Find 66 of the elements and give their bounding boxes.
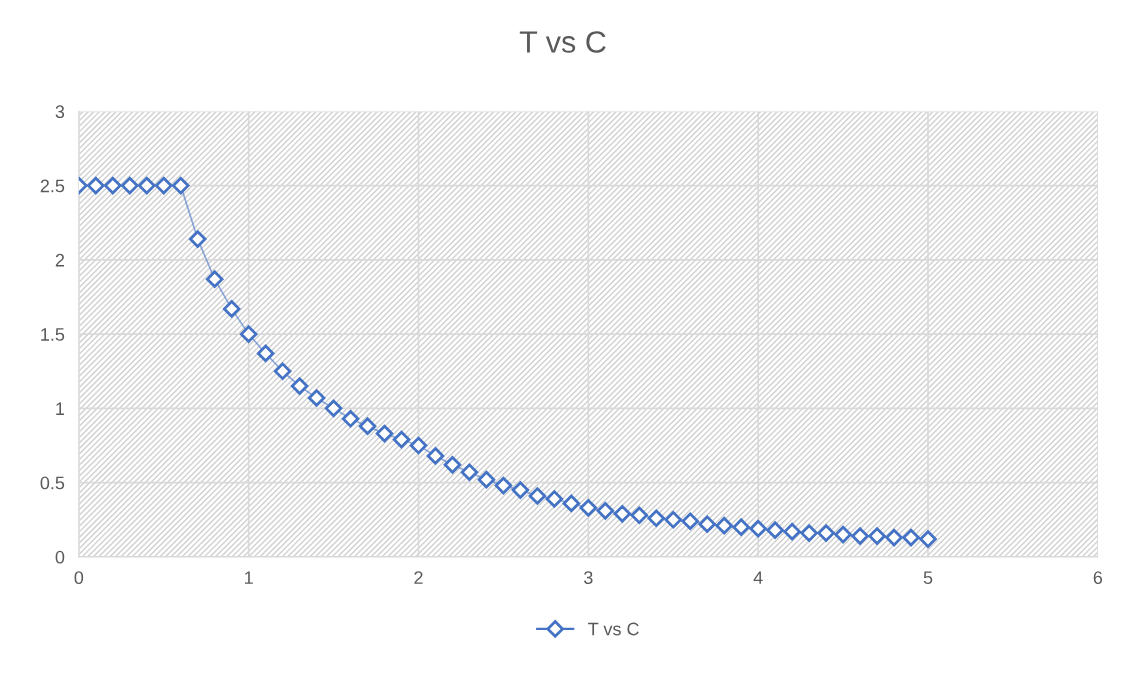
y-tick-label: 0.5 [40, 476, 65, 490]
point [817, 524, 835, 542]
y-tick-label: 0 [55, 550, 65, 564]
point [528, 487, 547, 505]
point [545, 490, 564, 508]
point [188, 230, 207, 248]
point [732, 518, 750, 536]
point [256, 344, 275, 363]
point [715, 516, 733, 535]
point [273, 362, 292, 381]
x-tick-label: 4 [753, 571, 763, 584]
point [205, 270, 224, 288]
x-tick-label: 6 [1093, 571, 1103, 585]
chart-title: T vs C [519, 31, 606, 53]
point [239, 325, 258, 343]
y-tick-label: 1 [56, 402, 65, 415]
point [409, 436, 428, 455]
point [562, 494, 581, 513]
point [222, 300, 241, 318]
y-tick-label: 2 [55, 253, 65, 267]
point [698, 515, 716, 533]
point [766, 521, 784, 539]
point [596, 502, 615, 520]
point [154, 176, 173, 195]
point [324, 399, 343, 418]
point [138, 176, 156, 195]
point [579, 499, 598, 517]
point [664, 510, 683, 529]
point [290, 377, 309, 395]
point [630, 506, 649, 525]
point [834, 525, 852, 544]
y-tick-label: 2.5 [40, 179, 65, 193]
point [885, 528, 903, 547]
x-tick-label: 5 [923, 571, 933, 585]
point [87, 176, 105, 195]
point [494, 476, 513, 495]
point [392, 430, 411, 449]
point [460, 463, 479, 481]
point [647, 509, 666, 528]
y-tick-label: 1.5 [41, 328, 65, 341]
y-tick-label: 3 [55, 105, 65, 119]
x-tick-label: 0 [74, 571, 84, 585]
point [307, 389, 326, 407]
point [868, 527, 886, 545]
point [613, 505, 632, 523]
point [443, 456, 462, 474]
point [749, 519, 767, 538]
point [375, 424, 394, 443]
point [171, 176, 190, 195]
point [511, 481, 530, 499]
point [341, 410, 360, 428]
x-tick-label: 2 [414, 571, 423, 584]
point [358, 417, 377, 435]
point [783, 522, 801, 541]
point [121, 176, 139, 195]
point [851, 527, 869, 545]
point [681, 512, 699, 530]
x-tick-label: 3 [584, 571, 593, 585]
legend-label: T vs C [588, 622, 639, 636]
point [902, 528, 920, 547]
x-tick-label: 1 [245, 571, 253, 584]
point [800, 524, 818, 542]
point [426, 447, 445, 465]
point [919, 530, 937, 548]
point [104, 176, 122, 195]
point [477, 470, 496, 489]
